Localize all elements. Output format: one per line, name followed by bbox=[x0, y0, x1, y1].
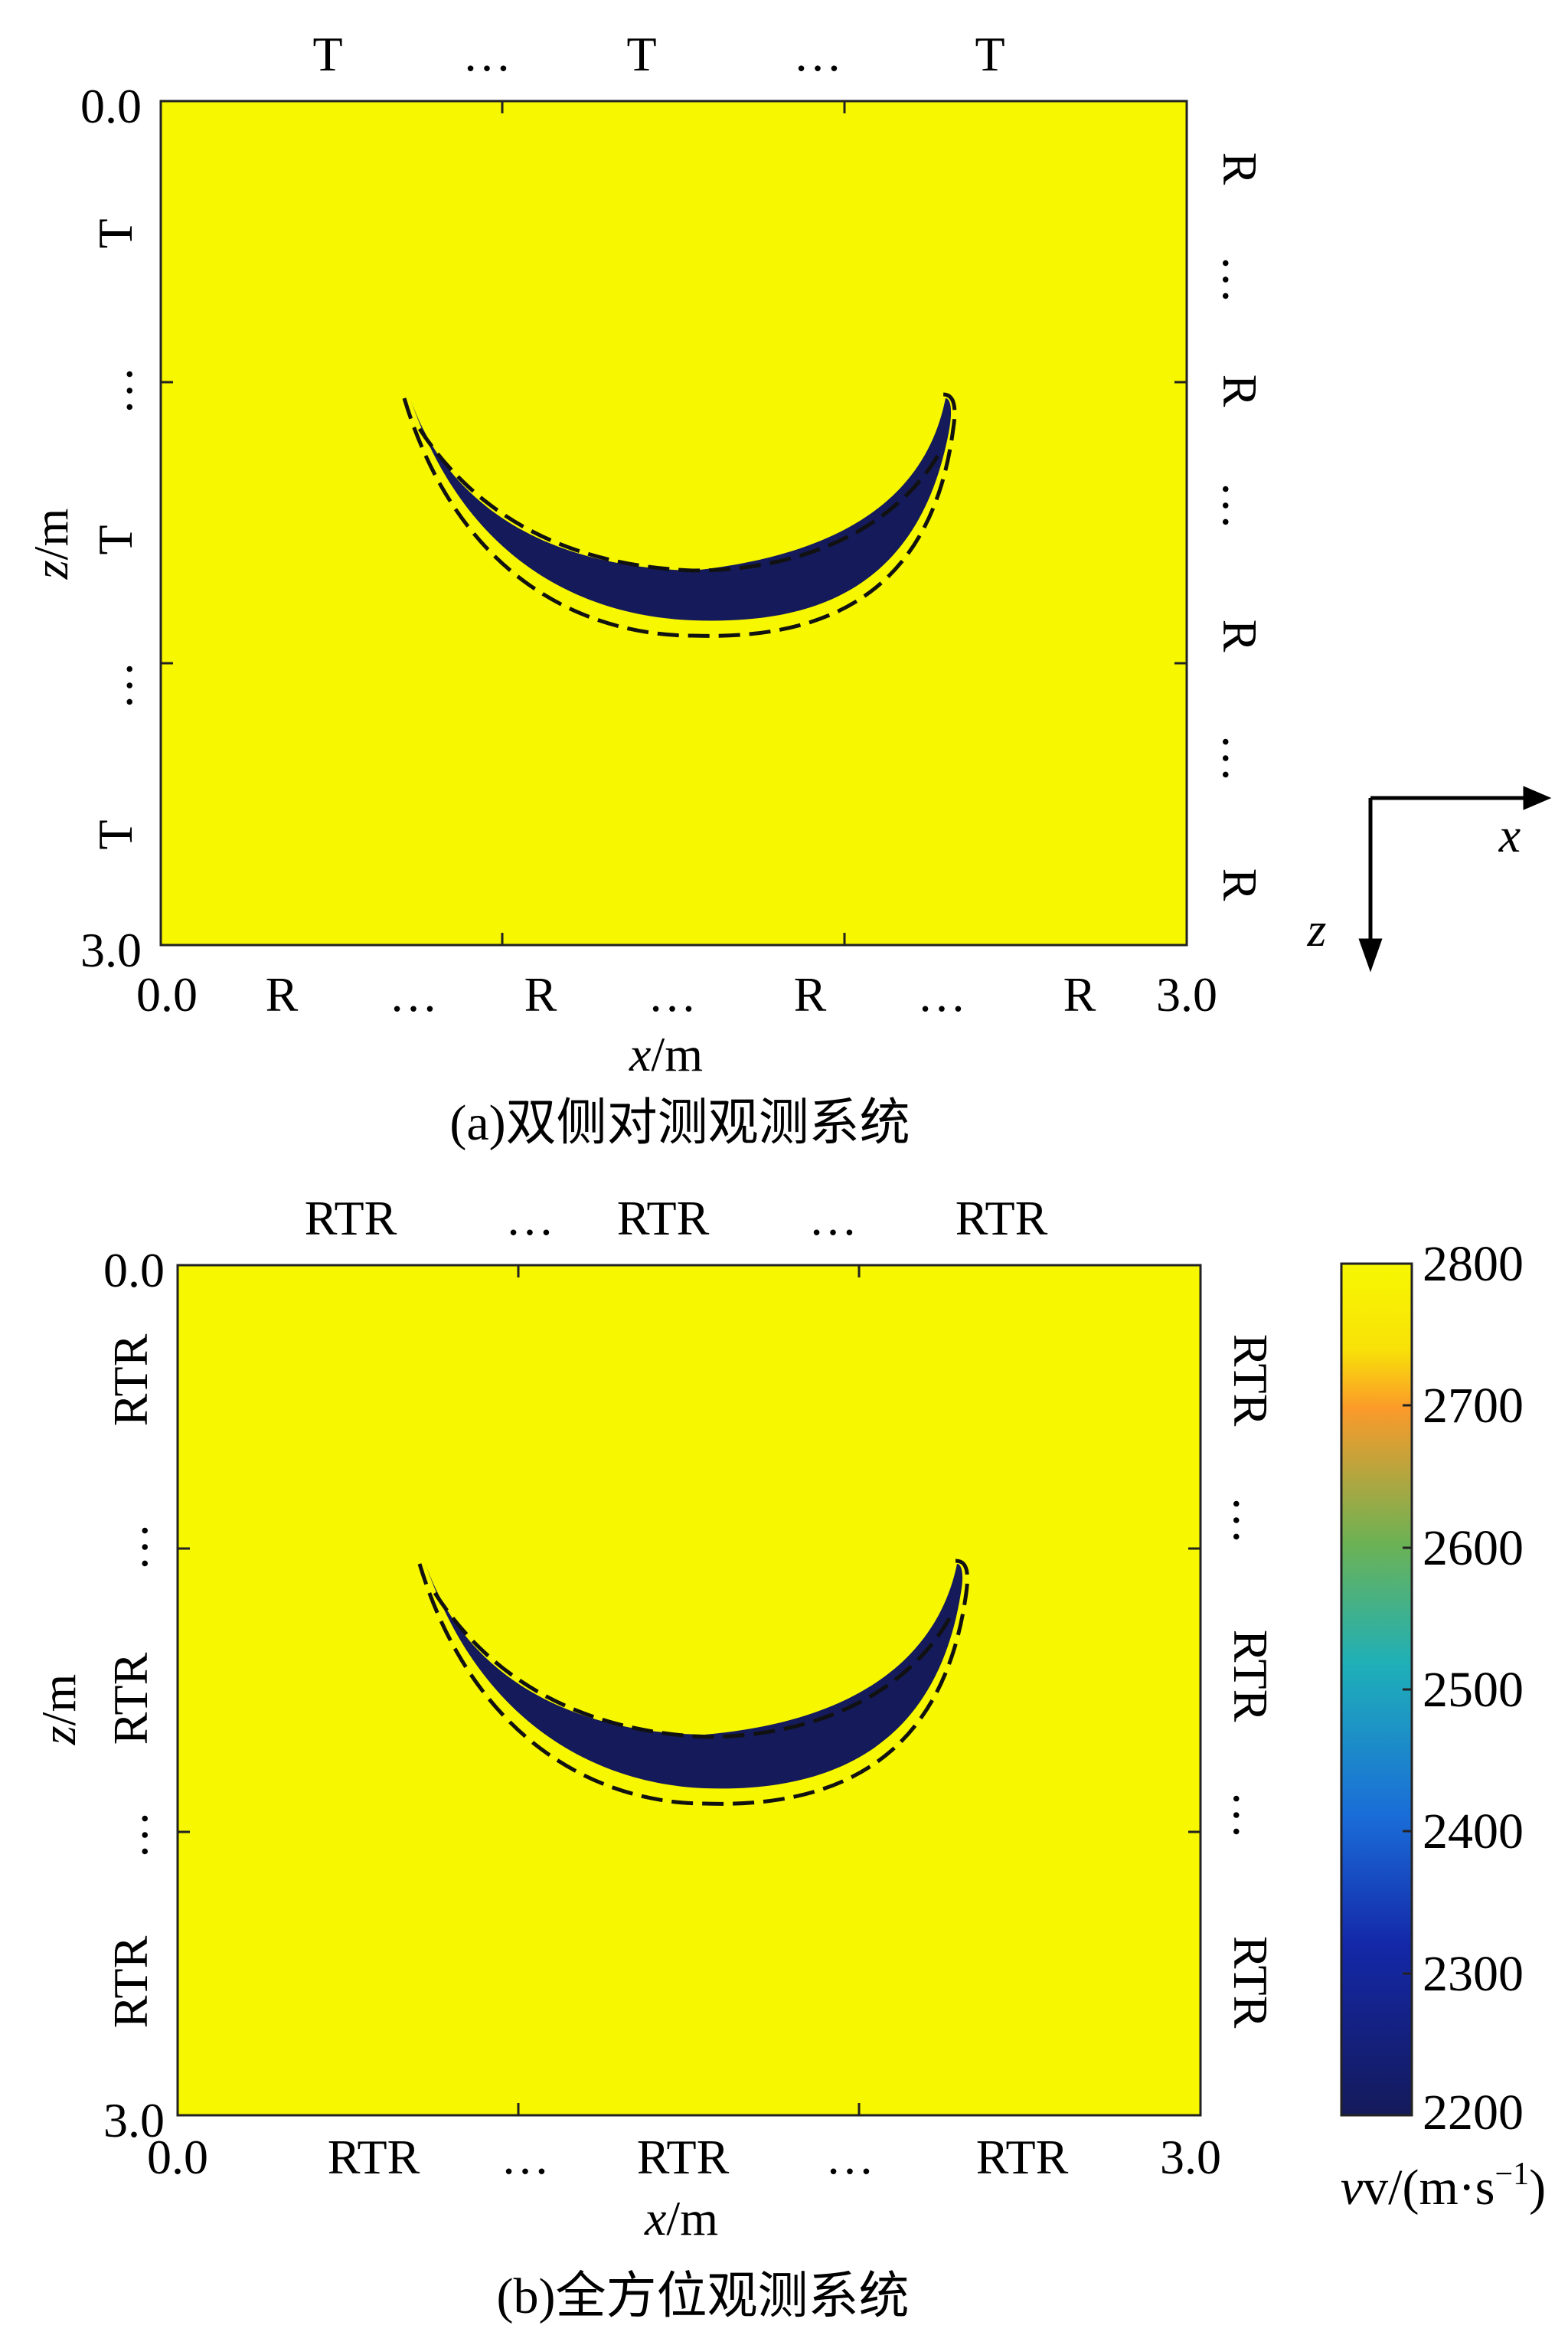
panel-a-anomaly-dashed-inner bbox=[417, 427, 942, 573]
panel-a-ylabel: z/m bbox=[24, 509, 78, 580]
axes-indicator-z-label: z bbox=[1307, 902, 1327, 957]
panel-b-right-obs-4: … bbox=[1223, 1791, 1278, 1840]
panel-a-bottom-obs-6: … bbox=[917, 967, 966, 1022]
panel-b-bottom-obs-1: RTR bbox=[328, 2130, 420, 2184]
panel-a-ytick-bottom: 3.0 bbox=[80, 923, 142, 977]
panel-b-anomaly-dashed-outline bbox=[417, 1558, 969, 1806]
axes-indicator bbox=[1358, 786, 1552, 973]
panel-b-bottom-obs-5: RTR bbox=[976, 2130, 1069, 2184]
panel-a-ticks bbox=[159, 101, 1188, 945]
panel-a-right-obs-3: R bbox=[1213, 374, 1267, 407]
panel-a-caption: (a)双侧对测观测系统 bbox=[449, 1095, 910, 1151]
panel-b-top-obs-5: RTR bbox=[956, 1191, 1048, 1245]
colorbar-label-text: v/(m·s bbox=[1363, 2160, 1494, 2216]
panel-a-xlabel: x/m bbox=[629, 1027, 703, 1081]
panel-a-bottom-obs-7: R bbox=[1063, 967, 1096, 1022]
panel-a-plot-area bbox=[159, 100, 1188, 947]
colorbar-tick-2400: 2400 bbox=[1423, 1804, 1524, 1859]
colorbar-gradient bbox=[1340, 1262, 1413, 2117]
panel-a-xtick-left: 0.0 bbox=[136, 967, 198, 1022]
panel-a-top-obs-4: … bbox=[793, 27, 842, 81]
panel-b-bottom-obs-4: … bbox=[825, 2130, 874, 2184]
panel-b-ticks bbox=[176, 1265, 1202, 2115]
panel-a-bottom-obs-1: R bbox=[266, 967, 299, 1022]
panel-a-top-obs-5: T bbox=[975, 27, 1004, 81]
axes-indicator-x-label: x bbox=[1498, 808, 1521, 862]
panel-b-anomaly-dashed-inner bbox=[433, 1591, 953, 1739]
panel-a-right-obs-7: R bbox=[1213, 868, 1267, 901]
panel-a-right-obs-4: … bbox=[1213, 481, 1267, 530]
panel-a bbox=[159, 100, 1188, 947]
panel-b-left-obs-2: … bbox=[103, 1523, 158, 1572]
panel-a-top-obs-3: T bbox=[626, 27, 656, 81]
panel-a-bottom-obs-4: … bbox=[648, 967, 697, 1022]
colorbar-tick-2500: 2500 bbox=[1423, 1662, 1524, 1718]
panel-a-bottom-obs-5: R bbox=[794, 967, 827, 1022]
panel-b-left-obs-5: RTR bbox=[103, 1935, 158, 2028]
panel-a-right-obs-1: R bbox=[1213, 152, 1267, 185]
panel-a-anomaly-dashed-outline bbox=[402, 392, 957, 638]
panel-b-ytick-top: 0.0 bbox=[103, 1243, 165, 1297]
panel-b-left-obs-1: RTR bbox=[103, 1333, 158, 1426]
panel-b-bottom-obs-3: RTR bbox=[637, 2130, 730, 2184]
panel-b-top-obs-3: RTR bbox=[617, 1191, 710, 1245]
panel-a-left-obs-1: T bbox=[88, 218, 142, 248]
panel-b-xlabel: x/m bbox=[644, 2191, 718, 2245]
panel-a-left-obs-4: … bbox=[88, 661, 142, 710]
panel-b-xtick-left: 0.0 bbox=[147, 2130, 208, 2184]
panel-a-left-obs-3: T bbox=[88, 525, 142, 554]
panel-b-xtick-right: 3.0 bbox=[1160, 2130, 1221, 2184]
panel-b-top-obs-4: … bbox=[808, 1191, 858, 1245]
colorbar-tick-2200: 2200 bbox=[1423, 2085, 1524, 2141]
panel-b-anomaly bbox=[425, 1562, 963, 1789]
colorbar-label-sup: −1 bbox=[1494, 2157, 1529, 2192]
colorbar-ticks bbox=[1403, 1404, 1412, 1975]
panel-b bbox=[176, 1264, 1202, 2117]
colorbar-tick-2700: 2700 bbox=[1423, 1378, 1524, 1434]
panel-b-right-obs-1: RTR bbox=[1223, 1334, 1278, 1427]
panel-b-right-obs-3: RTR bbox=[1223, 1630, 1278, 1722]
panel-a-right-obs-5: R bbox=[1213, 620, 1267, 653]
panel-a-top-obs-1: T bbox=[312, 27, 342, 81]
panel-a-top-obs-2: … bbox=[462, 27, 511, 81]
panel-b-caption: (b)全方位观测系统 bbox=[497, 2268, 910, 2324]
panel-a-right-obs-2: … bbox=[1213, 255, 1267, 304]
colorbar-tick-2800: 2800 bbox=[1423, 1236, 1524, 1292]
panel-a-bottom-obs-2: … bbox=[389, 967, 438, 1022]
panel-b-plot-area bbox=[176, 1264, 1202, 2117]
colorbar bbox=[1340, 1262, 1413, 2117]
panel-b-ytick-bottom: 3.0 bbox=[103, 2093, 165, 2147]
panel-b-top-obs-1: RTR bbox=[305, 1191, 397, 1245]
panel-a-anomaly bbox=[410, 397, 952, 621]
panel-a-right-obs-6: … bbox=[1213, 734, 1267, 783]
panel-b-left-obs-3: RTR bbox=[103, 1652, 158, 1745]
panel-b-right-obs-5: RTR bbox=[1223, 1936, 1278, 2029]
panel-b-right-obs-2: … bbox=[1223, 1496, 1278, 1545]
panel-b-bottom-obs-2: … bbox=[501, 2130, 550, 2184]
colorbar-label-close: ) bbox=[1529, 2160, 1546, 2216]
panel-a-left-obs-5: T bbox=[88, 819, 142, 849]
colorbar-tick-2600: 2600 bbox=[1423, 1520, 1524, 1576]
panel-a-left-obs-2: … bbox=[88, 366, 142, 415]
panel-a-ytick-top: 0.0 bbox=[80, 79, 142, 133]
colorbar-tick-2300: 2300 bbox=[1423, 1946, 1524, 2002]
panel-a-xtick-right: 3.0 bbox=[1156, 967, 1217, 1022]
panel-b-left-obs-4: … bbox=[103, 1810, 158, 1859]
panel-b-top-obs-2: … bbox=[505, 1191, 554, 1245]
panel-b-ylabel: z/m bbox=[31, 1674, 86, 1745]
colorbar-label: vv/(m·s−1) bbox=[1341, 2157, 1546, 2216]
panel-a-bottom-obs-3: R bbox=[524, 967, 557, 1022]
